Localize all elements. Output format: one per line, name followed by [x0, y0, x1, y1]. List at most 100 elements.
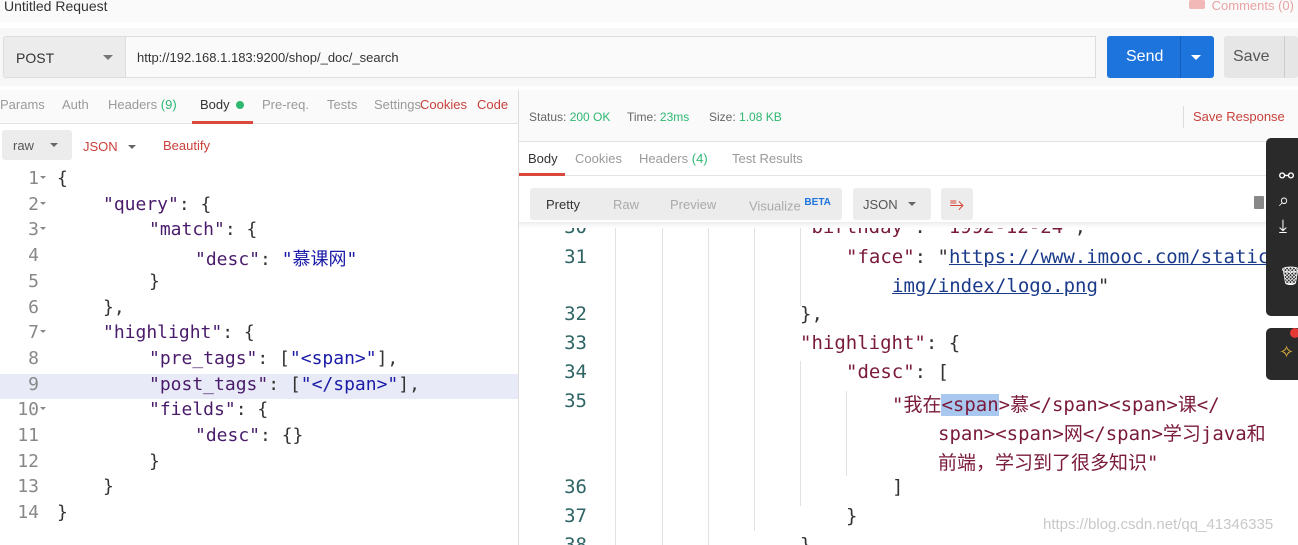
code-line[interactable]: 2 "query": {	[0, 194, 518, 220]
tab-settings[interactable]: Settings	[374, 97, 421, 112]
code-line[interactable]: 11 "desc": {}	[0, 425, 518, 451]
code-line[interactable]: 9 "post_tags": ["</span>"],	[0, 373, 518, 400]
code-text: "desc": [	[846, 361, 949, 383]
search-icon[interactable]: ⌕	[1279, 190, 1290, 210]
res-tab-body[interactable]: Body	[528, 151, 558, 166]
download-icon[interactable]: ⤓	[1279, 216, 1287, 236]
line-number: 33	[564, 332, 587, 354]
request-tabs	[0, 90, 518, 124]
line-number: 2	[28, 193, 39, 215]
tab-prereq[interactable]: Pre-req.	[262, 97, 309, 112]
code-link[interactable]: Code	[477, 97, 509, 112]
response-format-value: JSON	[863, 197, 898, 212]
wrap-lines-icon[interactable]: ⥱	[941, 188, 973, 220]
view-preview[interactable]: Preview	[670, 197, 717, 212]
code-line[interactable]: 12}	[0, 451, 518, 477]
code-token: : [	[914, 361, 949, 383]
fold-caret-icon[interactable]	[40, 201, 46, 208]
code-token: },	[800, 303, 823, 325]
code-line[interactable]: 1{	[0, 168, 518, 194]
line-number: 5	[28, 270, 39, 292]
response-format-select[interactable]: JSON	[853, 188, 931, 220]
copy-icon[interactable]	[1254, 196, 1264, 209]
code-token: "pre_tags"	[149, 347, 258, 369]
divider	[519, 175, 1298, 176]
code-line[interactable]: 10 "fields": {	[0, 399, 518, 425]
comments-link[interactable]: Comments (0)	[1211, 0, 1294, 13]
beautify-button[interactable]: Beautify	[163, 138, 210, 153]
share-icon[interactable]: ⚯	[1279, 166, 1295, 186]
gutter-line	[615, 226, 616, 545]
fold-caret-icon[interactable]	[40, 330, 46, 336]
tab-auth[interactable]: Auth	[62, 97, 89, 112]
code-line[interactable]: 13}	[0, 476, 518, 502]
code-text: "query": {	[103, 194, 211, 215]
line-number: 9	[28, 373, 39, 395]
line-number: 37	[564, 505, 587, 527]
body-mode-select[interactable]: raw	[2, 130, 72, 160]
code-token: ,	[1074, 226, 1087, 238]
fold-caret-icon[interactable]	[40, 407, 46, 413]
code-line[interactable]: 3 "match": {	[0, 219, 518, 245]
code-text: }	[846, 505, 857, 527]
code-text: "face": "https://www.imooc.com/static/	[846, 246, 1281, 268]
url-input[interactable]: http://192.168.1.183:9200/shop/_doc/_sea…	[125, 36, 1096, 78]
code-token: }	[800, 534, 812, 545]
code-token: {	[57, 168, 68, 189]
code-line[interactable]: 8 "pre_tags": ["<span>"],	[0, 348, 518, 374]
res-tab-headers[interactable]: Headers (4)	[639, 151, 708, 166]
request-title[interactable]: Untitled Request	[4, 0, 108, 14]
view-pretty[interactable]: Pretty	[546, 197, 580, 212]
save-response-button[interactable]: Save Response	[1193, 109, 1285, 124]
code-token: }	[149, 450, 160, 472]
code-line[interactable]: 14}	[0, 502, 518, 528]
tab-params[interactable]: Params	[0, 97, 45, 112]
comments-icon[interactable]	[1189, 0, 1205, 9]
code-line[interactable]: 4 "desc": "慕课网"	[0, 245, 518, 271]
body-format-select[interactable]: JSON	[83, 139, 136, 154]
indent-guide	[708, 226, 709, 545]
headers-count: (9)	[160, 97, 177, 112]
code-token: :	[260, 249, 282, 271]
code-line[interactable]: 5}	[0, 271, 518, 297]
code-line[interactable]: 6},	[0, 297, 518, 323]
res-tab-cookies[interactable]: Cookies	[575, 151, 622, 166]
fold-caret-icon[interactable]	[40, 176, 46, 182]
view-mode-segmented: Pretty Raw Preview Visualize BETA	[530, 188, 842, 220]
floating-toolbar: ✧	[1266, 328, 1298, 380]
code-token: ],	[398, 373, 420, 395]
pin-icon[interactable]: ✧	[1279, 342, 1295, 362]
tab-tests[interactable]: Tests	[327, 97, 358, 112]
send-options-chevron-icon[interactable]	[1191, 55, 1201, 65]
line-number: 11	[17, 425, 39, 446]
trash-icon[interactable]: 🗑	[1279, 266, 1298, 286]
line-number: 13	[17, 476, 39, 498]
code-token: : [	[268, 373, 301, 395]
fold-caret-icon[interactable]	[40, 227, 46, 233]
send-button[interactable]: Send	[1107, 36, 1214, 78]
code-line[interactable]: 7 "highlight": {	[0, 322, 518, 348]
cookies-link[interactable]: Cookies	[420, 97, 467, 112]
pane-splitter[interactable]	[518, 90, 519, 545]
response-body-viewer[interactable]: 30 "birthday": "1992-12-24", 31 "face": "ht…	[519, 226, 1298, 545]
code-text: },	[103, 297, 125, 318]
code-text: "post_tags": ["</span>"],	[149, 374, 420, 395]
body-format-value: JSON	[83, 139, 118, 154]
line-number: 7	[28, 322, 39, 344]
save-label: Save	[1233, 48, 1270, 65]
view-raw[interactable]: Raw	[613, 197, 640, 212]
size-label: Size:	[709, 110, 736, 124]
save-button[interactable]: Save	[1224, 36, 1298, 78]
line-number: 4	[28, 245, 39, 267]
method-select[interactable]: POST	[3, 36, 126, 78]
res-tab-test-results[interactable]: Test Results	[732, 151, 803, 166]
tab-body[interactable]: Body	[200, 97, 230, 112]
code-text: img/index/logo.png"	[892, 275, 1109, 297]
indent-guide	[800, 226, 801, 306]
status: Status: 200 OK	[529, 110, 610, 124]
request-body-editor[interactable]: 1{2 "query": { 3 "match": {4 "desc": "慕课网" 5}…	[0, 168, 518, 545]
view-visualize[interactable]: Visualize BETA	[749, 197, 831, 213]
body-mode-value: raw	[13, 138, 34, 153]
tab-headers[interactable]: Headers (9)	[108, 97, 177, 112]
line-number: 38	[564, 534, 587, 545]
